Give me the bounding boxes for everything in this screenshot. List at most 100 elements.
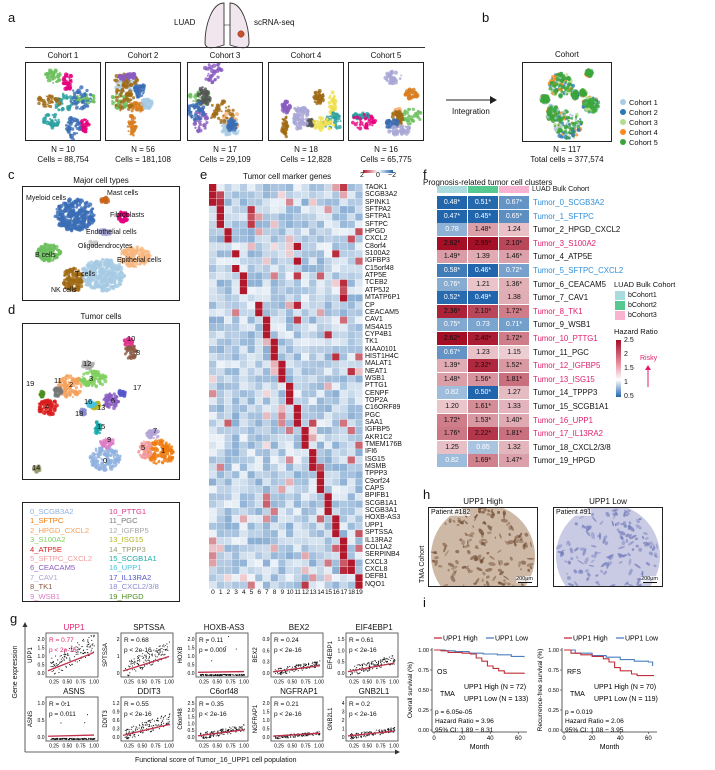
- heatmap-cell: [286, 235, 294, 243]
- cluster-name: Tumor_0_SCGB3A2: [533, 198, 605, 207]
- x-tick-label: 0.50: [362, 680, 372, 686]
- heatmap-cell: [355, 500, 363, 508]
- heatmap-cell: [247, 368, 255, 376]
- heatmap-cell: [216, 397, 224, 405]
- heatmap-cell: [209, 485, 217, 493]
- correlation-p: p < 2e-16: [124, 711, 152, 718]
- heatmap-cell: [209, 316, 217, 324]
- heatmap-cell: [209, 323, 217, 331]
- heatmap-cell: [332, 287, 340, 295]
- heatmap-cell: [316, 390, 325, 398]
- heatmap-cell: [255, 412, 263, 420]
- y-tick-label: 1.5: [188, 646, 195, 652]
- heatmap-cell: [347, 404, 355, 412]
- heatmap-cell: [339, 530, 348, 538]
- heatmap-cell: [324, 331, 332, 339]
- y-tick-label: 0.0: [113, 735, 120, 741]
- heatmap-cell: [278, 581, 286, 589]
- heatmap-cell: [339, 213, 348, 221]
- heatmap-cell: [324, 559, 332, 567]
- heatmap-cell: [270, 404, 278, 412]
- x-tick-label: 0.25: [274, 744, 284, 750]
- heatmap-cell: [247, 530, 255, 538]
- tumor-cluster-legend-item: 3_S100A2: [30, 535, 66, 545]
- heatmap-cell: [224, 456, 232, 464]
- km-x-tick: 0: [562, 736, 566, 742]
- heatmap-cell: [316, 412, 325, 420]
- tumor-cluster-legend-item: 5_SFTPC_CXCL2: [30, 554, 93, 563]
- heatmap-cell: [309, 235, 317, 243]
- heatmap-cell: [224, 265, 232, 273]
- tumor-cells-umap: 0 1 2 3 4 5 6 7 8 9 10 11 12 13 14 15 16 17 18 19: [22, 323, 180, 480]
- heatmap-cell: [239, 544, 248, 552]
- heatmap-cell: [255, 434, 263, 442]
- scatter-title: NGFRAP1: [280, 687, 318, 696]
- heatmap-cell: [347, 544, 355, 552]
- km-curve-low: [564, 649, 654, 666]
- heatmap-cell: [278, 353, 286, 361]
- hr-cell: 1.15: [499, 345, 529, 359]
- heatmap-cell: [355, 478, 363, 486]
- cluster-number-label: 2: [69, 380, 74, 389]
- heatmap-cell: [293, 301, 301, 309]
- heatmap-cell: [216, 301, 224, 309]
- regression-line: [197, 670, 245, 673]
- heatmap-cell: [324, 294, 332, 302]
- hr-cell: 1.36*: [499, 277, 529, 291]
- heatmap-cell: [301, 191, 309, 199]
- tumor-cluster: [80, 359, 95, 371]
- heatmap-cell: [309, 309, 317, 317]
- heatmap-cell: [332, 559, 340, 567]
- heatmap-cell: [339, 257, 348, 265]
- x-tick-label: 0.25: [124, 744, 134, 750]
- heatmap-cell: [262, 522, 271, 530]
- heatmap-cell: [339, 375, 348, 383]
- heatmap-cell: [270, 419, 278, 427]
- heatmap-cell: [247, 353, 255, 361]
- heatmap-cell: [278, 382, 286, 390]
- km-hazard-ratio: Hazard Ratio = 2.06: [565, 718, 624, 725]
- heatmap-cell: [247, 213, 255, 221]
- heatmap-cell: [332, 250, 340, 258]
- heatmap-cell: [309, 346, 317, 354]
- heatmap-cell: [278, 530, 286, 538]
- gene-label: HIST1H4C: [365, 352, 399, 360]
- heatmap-cell: [332, 537, 340, 545]
- heatmap-cell: [224, 434, 232, 442]
- tumor-cluster-legend-item: 4_ATP5E: [30, 544, 62, 554]
- heatmap-cell: [262, 331, 271, 339]
- heatmap-cell: [347, 323, 355, 331]
- heatmap-cell: [270, 559, 278, 567]
- heatmap-cell: [355, 530, 363, 538]
- heatmap-cell: [309, 220, 317, 228]
- km-ci: 95% CI: 1.89 − 8.31: [435, 727, 494, 734]
- gene-label: C16ORF89: [365, 404, 401, 412]
- heatmap-cell: [293, 323, 301, 331]
- heatmap-cell: [332, 338, 340, 346]
- heatmap-cell: [339, 493, 348, 501]
- scale-bar-line: [642, 581, 657, 583]
- heatmap-cell: [286, 419, 294, 427]
- cohort-n: N = 10: [51, 145, 75, 154]
- tumor-cluster: [117, 388, 127, 398]
- hr-cell: 0.82: [437, 454, 467, 468]
- heatmap-cell: [239, 449, 248, 457]
- heatmap-cell: [316, 316, 325, 324]
- heatmap-cell: [347, 463, 355, 471]
- heatmap-cell: [270, 309, 278, 317]
- heatmap-cell: [286, 375, 294, 383]
- heatmap-cell: [309, 427, 317, 435]
- cohort-legend-item: Cohort 1: [620, 98, 658, 107]
- heatmap-cell: [286, 294, 294, 302]
- heatmap-cell: [247, 552, 255, 560]
- heatmap-cell: [286, 508, 294, 516]
- cohort-title: Cohort 3: [209, 51, 241, 60]
- heatmap-cell: [286, 434, 294, 442]
- heatmap-cell: [347, 250, 355, 258]
- heatmap-cell: [293, 544, 301, 552]
- heatmap-cell: [332, 441, 340, 449]
- heatmap-cell: [216, 272, 224, 280]
- heatmap-cell: [262, 500, 271, 508]
- tumor-cluster: [78, 407, 88, 417]
